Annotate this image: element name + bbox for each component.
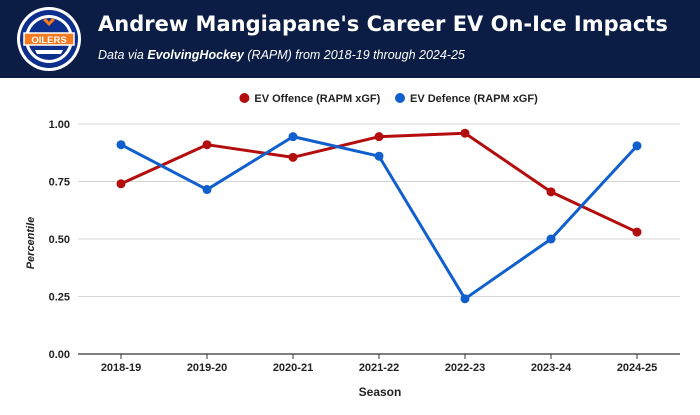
data-point: [116, 179, 126, 189]
x-tick-label: 2020-21: [273, 362, 313, 374]
header-banner: OILERS Andrew Mangiapane's Career EV On-…: [0, 0, 700, 78]
x-tick-label: 2018-19: [101, 362, 141, 374]
data-point: [288, 152, 298, 162]
data-point: [374, 132, 384, 142]
y-tick-label: 0.25: [49, 292, 70, 304]
series-line-0: [120, 131, 638, 234]
subtitle-prefix: Data via: [98, 48, 148, 62]
legend: EV Offence (RAPM xGF) EV Defence (RAPM xG…: [239, 93, 538, 105]
axes: 0.00 0.25 0.50 0.75 1.00 2018-19 2019-20 2020-2…: [49, 119, 658, 374]
x-tick-label: 2023-24: [531, 362, 572, 374]
page-title: Andrew Mangiapane's Career EV On-Ice Imp…: [98, 12, 668, 36]
y-tick-label: 1.00: [49, 119, 70, 131]
data-point: [546, 187, 556, 197]
data-point: [288, 132, 298, 142]
data-point: [374, 151, 384, 161]
x-tick-label: 2021-22: [359, 362, 399, 374]
data-point: [632, 227, 642, 237]
series: [116, 128, 642, 304]
logo-text: OILERS: [31, 35, 66, 46]
y-axis-label: Percentile: [25, 217, 37, 270]
x-axis-label: Season: [359, 385, 402, 399]
page-subtitle: Data via EvolvingHockey (RAPM) from 2018…: [98, 48, 465, 62]
legend-swatch: [395, 93, 405, 103]
legend-label: EV Defence (RAPM xGF): [410, 93, 538, 105]
y-tick-label: 0.50: [49, 234, 70, 246]
subtitle-suffix: (RAPM) from 2018-19 through 2024-25: [243, 48, 465, 62]
data-point: [460, 294, 470, 304]
data-point: [632, 141, 642, 151]
data-point: [460, 128, 470, 138]
legend-swatch: [239, 93, 250, 103]
data-point: [202, 185, 212, 195]
x-tick-label: 2022-23: [445, 362, 485, 374]
data-point: [116, 140, 126, 150]
oilers-logo: OILERS: [17, 7, 81, 71]
y-tick-label: 0.00: [49, 349, 70, 361]
line-chart: 0.00 0.25 0.50 0.75 1.00 2018-19 2019-20 2020-2…: [25, 93, 680, 399]
x-tick-label: 2024-25: [617, 362, 657, 374]
y-tick-label: 0.75: [49, 177, 70, 189]
subtitle-source: EvolvingHockey: [147, 48, 244, 62]
series-line-1: [120, 135, 639, 301]
legend-label: EV Offence (RAPM xGF): [254, 93, 380, 105]
data-point: [202, 140, 212, 150]
x-tick-label: 2019-20: [187, 362, 227, 374]
chart-area: 0.00 0.25 0.50 0.75 1.00 2018-19 2019-20 2020-2…: [0, 78, 700, 410]
data-point: [546, 234, 556, 244]
